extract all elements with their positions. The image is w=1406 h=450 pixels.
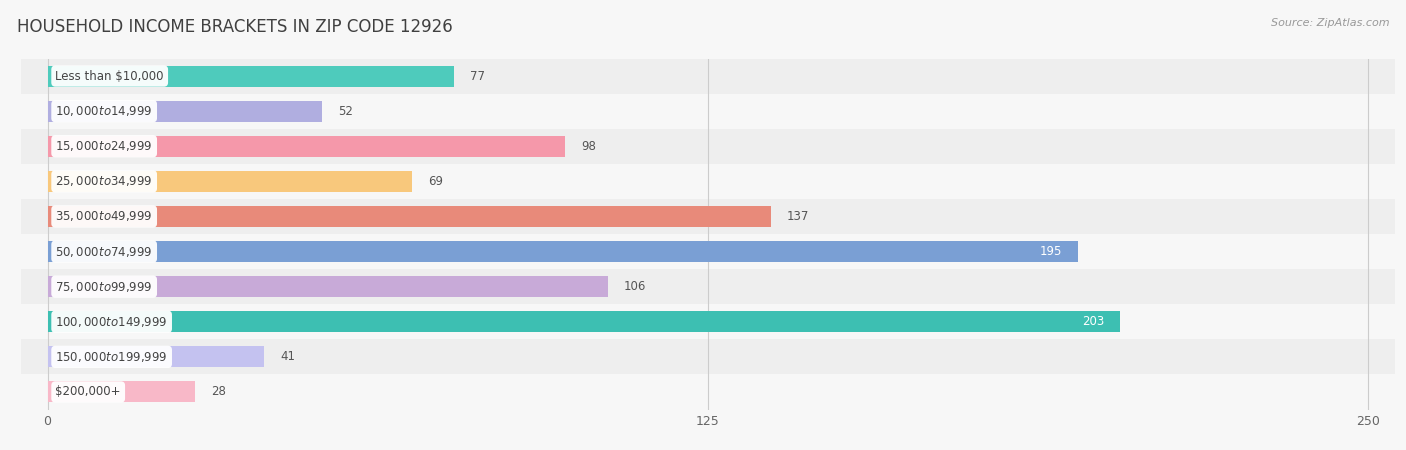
Bar <box>48 206 772 227</box>
Bar <box>21 58 1395 94</box>
Text: $35,000 to $49,999: $35,000 to $49,999 <box>55 209 153 224</box>
Text: HOUSEHOLD INCOME BRACKETS IN ZIP CODE 12926: HOUSEHOLD INCOME BRACKETS IN ZIP CODE 12… <box>17 18 453 36</box>
Text: 203: 203 <box>1083 315 1104 328</box>
Bar <box>21 234 1395 269</box>
Bar <box>21 164 1395 199</box>
Text: $10,000 to $14,999: $10,000 to $14,999 <box>55 104 153 118</box>
Text: 98: 98 <box>581 140 596 153</box>
Bar <box>21 304 1395 339</box>
Bar <box>48 136 565 157</box>
Text: 106: 106 <box>623 280 645 293</box>
Bar <box>48 171 412 192</box>
Text: Less than $10,000: Less than $10,000 <box>55 70 165 82</box>
Text: $100,000 to $149,999: $100,000 to $149,999 <box>55 315 167 329</box>
Text: $75,000 to $99,999: $75,000 to $99,999 <box>55 279 153 294</box>
Bar <box>48 66 454 86</box>
Text: 195: 195 <box>1039 245 1062 258</box>
Bar <box>21 199 1395 234</box>
Text: 69: 69 <box>427 175 443 188</box>
Text: Source: ZipAtlas.com: Source: ZipAtlas.com <box>1271 18 1389 28</box>
Text: $25,000 to $34,999: $25,000 to $34,999 <box>55 174 153 189</box>
Text: $50,000 to $74,999: $50,000 to $74,999 <box>55 244 153 259</box>
Text: 41: 41 <box>280 351 295 363</box>
Bar <box>48 382 195 402</box>
Text: 52: 52 <box>337 105 353 117</box>
Text: 77: 77 <box>470 70 485 82</box>
Bar <box>21 374 1395 410</box>
Bar <box>48 276 607 297</box>
Bar <box>48 241 1078 262</box>
Text: 28: 28 <box>211 386 226 398</box>
Bar <box>48 311 1121 332</box>
Bar <box>21 269 1395 304</box>
Text: $200,000+: $200,000+ <box>55 386 121 398</box>
Bar <box>48 346 264 367</box>
Text: $15,000 to $24,999: $15,000 to $24,999 <box>55 139 153 153</box>
Bar <box>21 339 1395 374</box>
Text: $150,000 to $199,999: $150,000 to $199,999 <box>55 350 167 364</box>
Bar <box>48 101 322 122</box>
Text: 137: 137 <box>787 210 810 223</box>
Bar <box>21 129 1395 164</box>
Bar <box>21 94 1395 129</box>
